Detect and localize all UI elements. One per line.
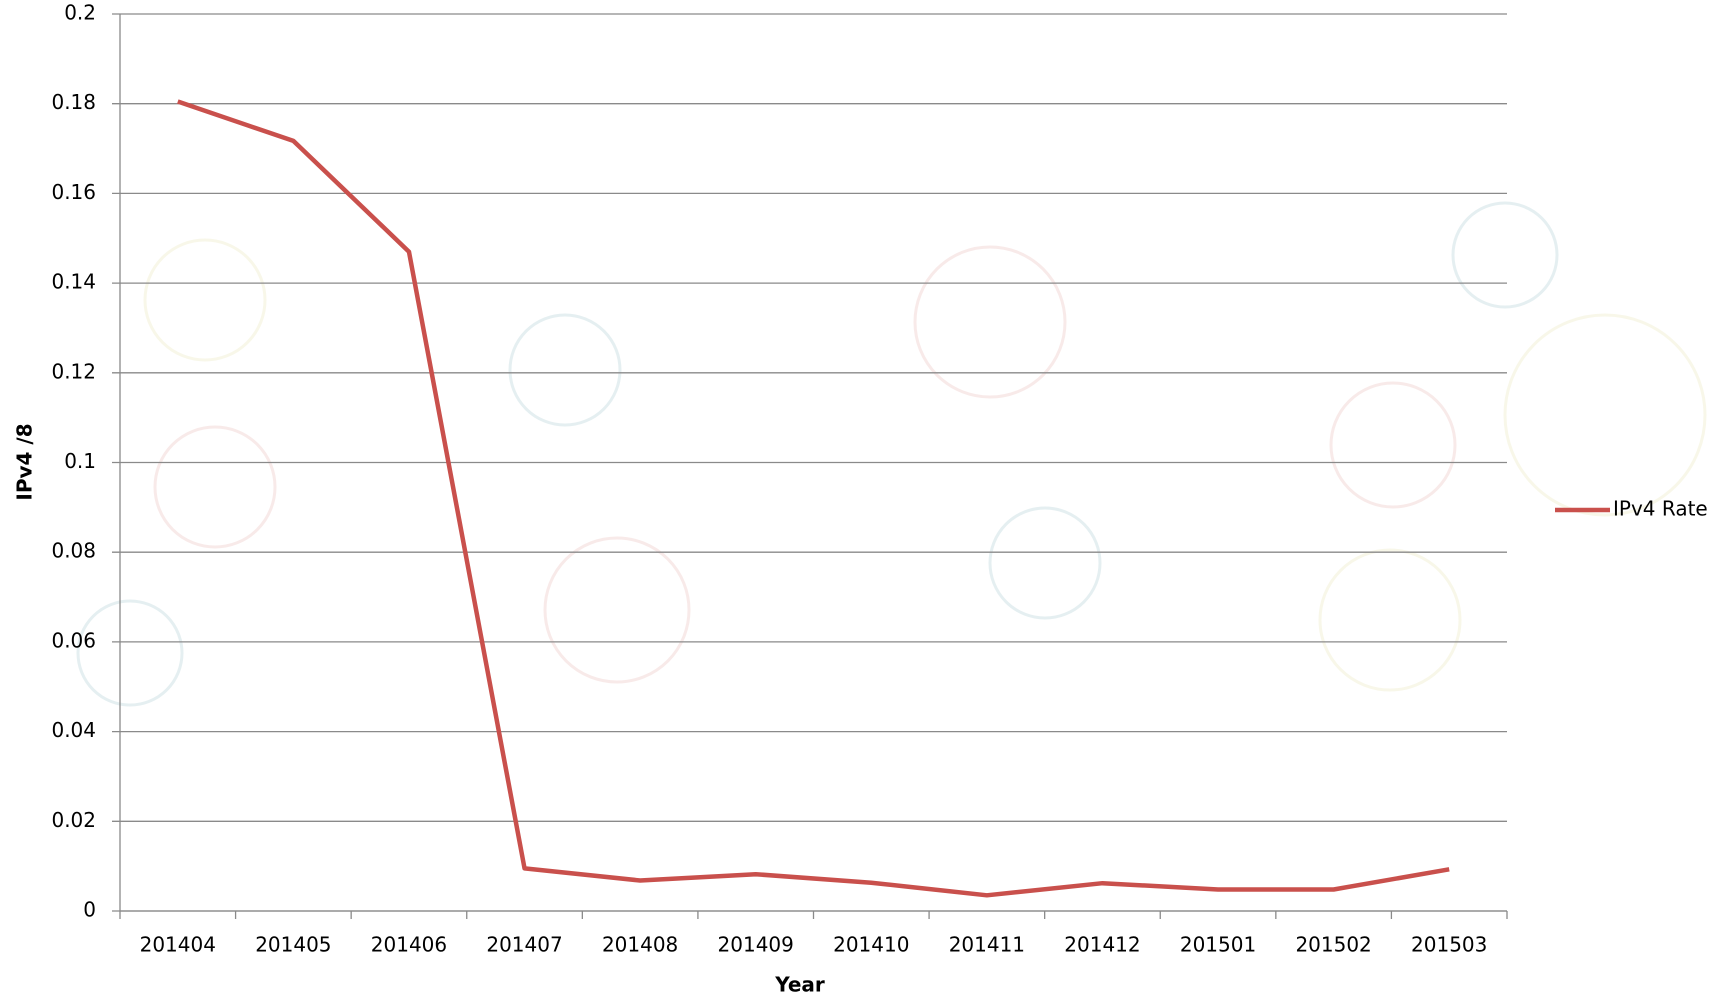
deco-circle bbox=[1329, 381, 1457, 509]
deco-circle bbox=[153, 425, 277, 549]
y-tick-label: 0.02 bbox=[51, 808, 96, 832]
y-tick-label: 0.12 bbox=[51, 359, 96, 383]
y-tick-label: 0.16 bbox=[51, 180, 96, 204]
x-tick-label: 201503 bbox=[1411, 933, 1487, 957]
x-tick-label: 201502 bbox=[1295, 933, 1371, 957]
x-tick-label: 201412 bbox=[1064, 933, 1140, 957]
y-tick-label: 0.04 bbox=[51, 718, 96, 742]
y-tick-label: 0.06 bbox=[51, 628, 96, 652]
deco-circle bbox=[1503, 313, 1707, 517]
y-tick-label: 0.2 bbox=[64, 1, 96, 25]
x-tick-label: 201408 bbox=[602, 933, 678, 957]
deco-circle bbox=[508, 313, 622, 427]
y-tick-label: 0.18 bbox=[51, 90, 96, 114]
y-tick-label: 0.1 bbox=[64, 449, 96, 473]
x-tick-label: 201411 bbox=[949, 933, 1025, 957]
deco-circle bbox=[913, 245, 1067, 399]
y-tick-label: 0.08 bbox=[51, 539, 96, 563]
deco-circle bbox=[1318, 548, 1462, 692]
deco-circle bbox=[988, 506, 1102, 620]
x-tick-label: 201407 bbox=[486, 933, 562, 957]
data-line bbox=[177, 99, 1450, 898]
background-decoration bbox=[76, 201, 1707, 707]
deco-circle bbox=[76, 599, 184, 707]
x-tick-label: 201410 bbox=[833, 933, 909, 957]
y-tick-label: 0 bbox=[83, 898, 96, 922]
y-tick-label: 0.14 bbox=[51, 270, 96, 294]
legend-label: IPv4 Rate bbox=[1613, 497, 1708, 521]
x-tick-label: 201404 bbox=[140, 933, 216, 957]
x-tick-label: 201409 bbox=[718, 933, 794, 957]
deco-circle bbox=[1451, 201, 1559, 309]
deco-circle bbox=[543, 536, 691, 684]
x-axis-title: Year bbox=[774, 973, 825, 997]
y-axis-title: IPv4 /8 bbox=[13, 423, 37, 500]
x-tick-label: 201501 bbox=[1180, 933, 1256, 957]
x-tick-label: 201406 bbox=[371, 933, 447, 957]
x-tick-label: 201405 bbox=[255, 933, 331, 957]
deco-circle bbox=[143, 238, 267, 362]
